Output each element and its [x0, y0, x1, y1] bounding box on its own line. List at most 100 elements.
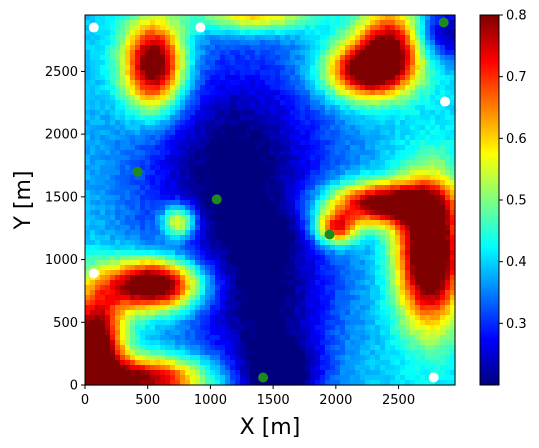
heatmap-cell: [255, 235, 261, 241]
heatmap-cell: [300, 320, 306, 326]
heatmap-cell: [90, 335, 96, 341]
heatmap-cell: [135, 85, 141, 91]
heatmap-cell: [325, 335, 331, 341]
heatmap-cell: [365, 190, 371, 196]
heatmap-cell: [345, 160, 351, 166]
heatmap-cell: [370, 25, 376, 31]
heatmap-cell: [190, 265, 196, 271]
heatmap-cell: [140, 160, 146, 166]
heatmap-cell: [385, 245, 391, 251]
heatmap-cell: [100, 25, 106, 31]
heatmap-cell: [400, 330, 406, 336]
heatmap-cell: [280, 340, 286, 346]
heatmap-cell: [250, 125, 256, 131]
heatmap-cell: [190, 240, 196, 246]
heatmap-cell: [250, 175, 256, 181]
heatmap-cell: [230, 115, 236, 121]
heatmap-cell: [220, 115, 226, 121]
heatmap-cell: [400, 195, 406, 201]
heatmap-cell: [300, 100, 306, 106]
heatmap-cell: [415, 285, 421, 291]
heatmap-cell: [360, 105, 366, 111]
heatmap-cell: [405, 85, 411, 91]
heatmap-cell: [105, 180, 111, 186]
heatmap-cell: [305, 265, 311, 271]
heatmap-cell: [225, 255, 231, 261]
heatmap-cell: [290, 205, 296, 211]
heatmap-cell: [155, 280, 161, 286]
heatmap-cell: [260, 160, 266, 166]
heatmap-cell: [195, 150, 201, 156]
heatmap-cell: [265, 275, 271, 281]
heatmap-cell: [385, 315, 391, 321]
heatmap-cell: [425, 280, 431, 286]
heatmap-cell: [225, 105, 231, 111]
heatmap-cell: [430, 325, 436, 331]
heatmap-cell: [275, 275, 281, 281]
heatmap-cell: [340, 230, 346, 236]
heatmap-cell: [355, 65, 361, 71]
heatmap-cell: [415, 15, 421, 21]
heatmap-cell: [150, 45, 156, 51]
heatmap-cell: [350, 215, 356, 221]
heatmap-cell: [165, 145, 171, 151]
heatmap-cell: [210, 205, 216, 211]
heatmap-cell: [435, 220, 441, 226]
heatmap-cell: [165, 275, 171, 281]
heatmap-cell: [380, 290, 386, 296]
heatmap-cell: [325, 345, 331, 351]
heatmap-cell: [410, 55, 416, 61]
heatmap-cell: [105, 320, 111, 326]
heatmap-cell: [265, 290, 271, 296]
heatmap-cell: [380, 160, 386, 166]
heatmap-cell: [315, 110, 321, 116]
heatmap-cell: [205, 90, 211, 96]
heatmap-cell: [255, 310, 261, 316]
heatmap-cell: [230, 215, 236, 221]
heatmap-cell: [445, 130, 451, 136]
heatmap-cell: [100, 190, 106, 196]
heatmap-cell: [165, 310, 171, 316]
heatmap-cell: [105, 80, 111, 86]
heatmap-cell: [335, 75, 341, 81]
heatmap-cell: [210, 105, 216, 111]
heatmap-cell: [255, 320, 261, 326]
heatmap-cell: [395, 310, 401, 316]
heatmap-cell: [85, 40, 91, 46]
heatmap-cell: [445, 305, 451, 311]
heatmap-cell: [255, 70, 261, 76]
heatmap-cell: [235, 310, 241, 316]
heatmap-cell: [410, 290, 416, 296]
heatmap-cell: [325, 185, 331, 191]
heatmap-cell: [145, 185, 151, 191]
heatmap-cell: [210, 290, 216, 296]
heatmap-cell: [210, 320, 216, 326]
heatmap-cell: [180, 135, 186, 141]
heatmap-cell: [100, 195, 106, 201]
heatmap-cell: [210, 80, 216, 86]
heatmap-cell: [415, 225, 421, 231]
heatmap-cell: [340, 250, 346, 256]
heatmap-cell: [220, 125, 226, 131]
heatmap-cell: [350, 130, 356, 136]
heatmap-cell: [375, 210, 381, 216]
heatmap-cell: [310, 240, 316, 246]
heatmap-cell: [300, 170, 306, 176]
heatmap-cell: [415, 265, 421, 271]
heatmap-cell: [215, 350, 221, 356]
heatmap-cell: [425, 195, 431, 201]
heatmap-cell: [200, 135, 206, 141]
heatmap-cell: [350, 55, 356, 61]
heatmap-cell: [325, 50, 331, 56]
heatmap-cell: [120, 130, 126, 136]
heatmap-cell: [220, 200, 226, 206]
heatmap-cell: [270, 150, 276, 156]
heatmap-cell: [385, 275, 391, 281]
heatmap-cell: [145, 85, 151, 91]
heatmap-cell: [420, 15, 426, 21]
heatmap-cell: [210, 270, 216, 276]
heatmap-cell: [355, 260, 361, 266]
heatmap-cell: [435, 305, 441, 311]
heatmap-cell: [205, 135, 211, 141]
heatmap-cell: [110, 260, 116, 266]
